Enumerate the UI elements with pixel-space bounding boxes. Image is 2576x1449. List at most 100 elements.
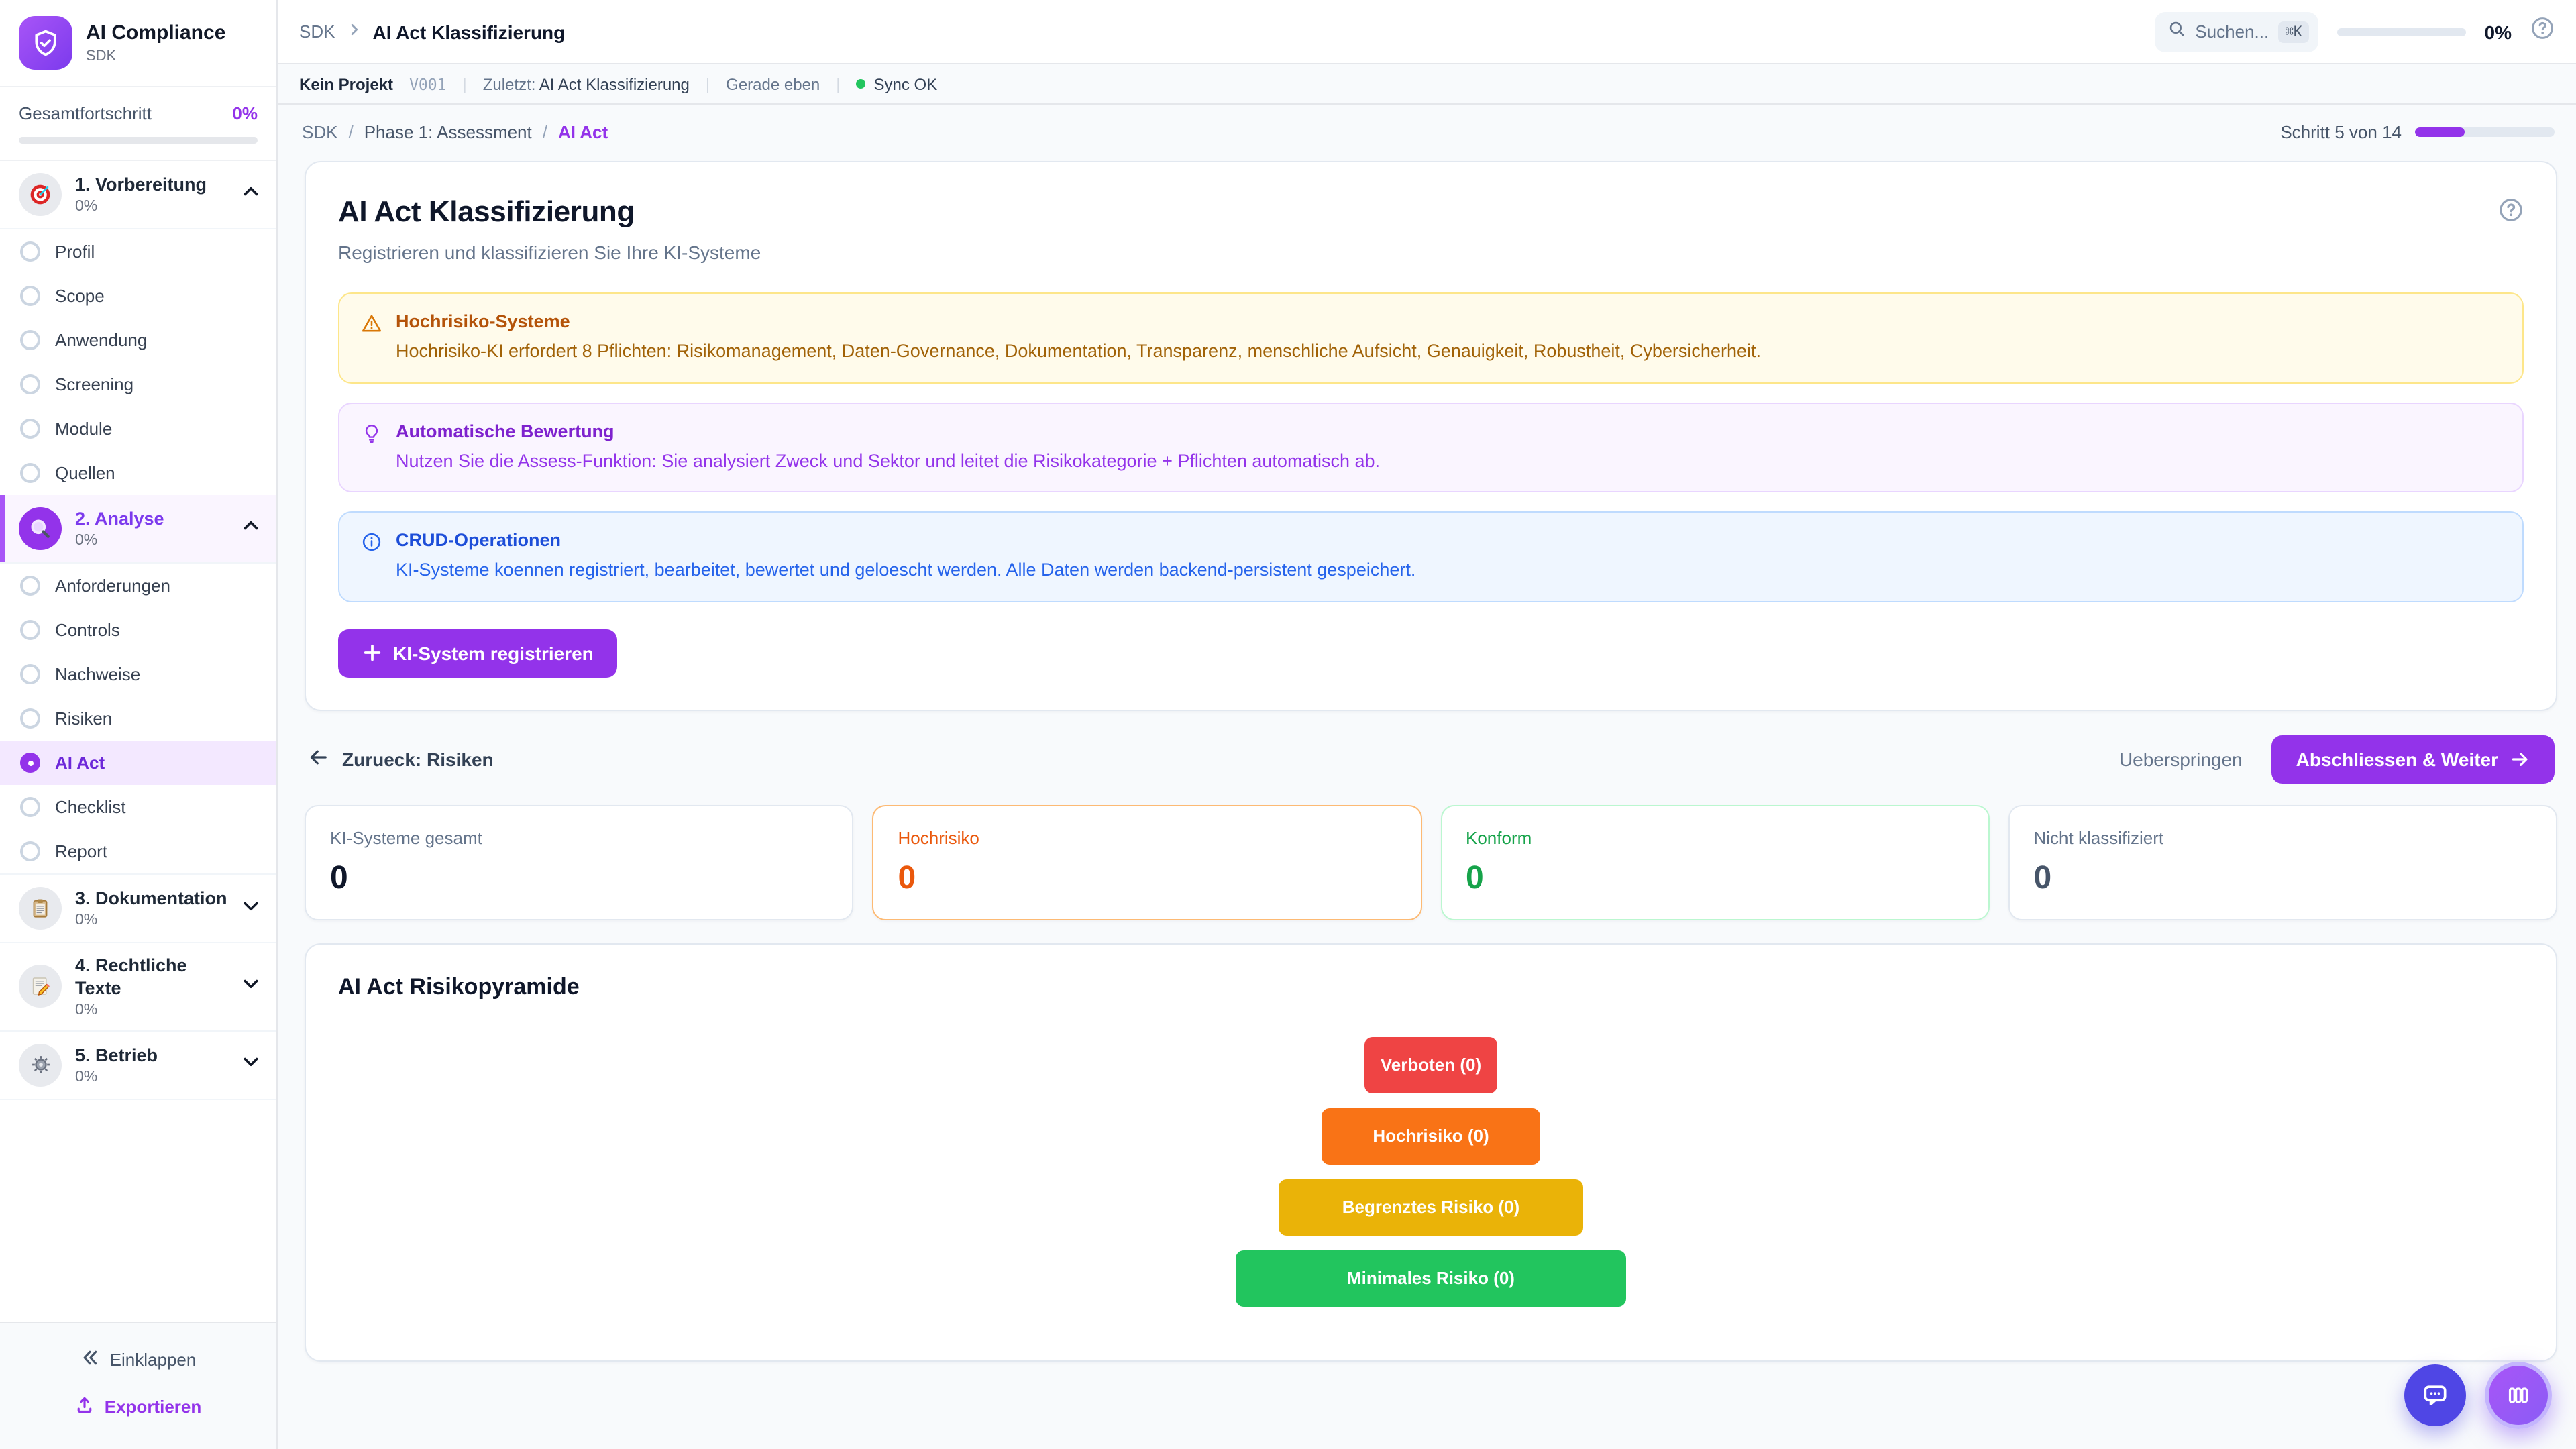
divider: | — [705, 74, 710, 93]
export-label: Exportieren — [104, 1397, 202, 1417]
stats-row: KI-Systeme gesamt 0 Hochrisiko 0 Konform… — [305, 804, 2557, 920]
info-icon — [361, 531, 382, 583]
arrow-right-icon — [2509, 748, 2530, 769]
stat-label: Konform — [1466, 827, 1532, 848]
sidebar-item-module[interactable]: Module — [0, 407, 276, 451]
back-button[interactable]: Zurueck: Risiken — [307, 745, 494, 772]
collapse-sidebar-button[interactable]: Einklappen — [0, 1336, 276, 1383]
last-value: AI Act Klassifizierung — [539, 74, 690, 93]
section-label: 5. Betrieb — [75, 1044, 158, 1065]
sidebar-item-label: Checklist — [55, 797, 126, 817]
breadcrumb-root[interactable]: SDK — [299, 21, 335, 42]
sidebar-item-label: AI Act — [55, 753, 105, 773]
sidebar-item-profil[interactable]: Profil — [0, 229, 276, 274]
radio-icon — [20, 576, 40, 596]
risk-pyramid: Verboten (0) Hochrisiko (0) Begrenztes R… — [338, 1036, 2524, 1307]
phase-breadcrumb: SDK / Phase 1: Assessment / AI Act — [302, 121, 608, 142]
wizard-nav-row: Zurueck: Risiken Ueberspringen Abschlies… — [307, 735, 2555, 784]
stat-value: 0 — [898, 859, 916, 896]
panel-toggle-button[interactable] — [2485, 1362, 2552, 1429]
step-indicator: Schritt 5 von 14 — [2280, 121, 2402, 142]
register-ai-system-button[interactable]: KI-System registrieren — [338, 629, 618, 678]
sidebar-item-label: Risiken — [55, 708, 113, 729]
topbar-progress-value: 0% — [2484, 21, 2512, 42]
lightbulb-icon — [361, 422, 382, 474]
sidebar-footer: Einklappen Exportieren — [0, 1322, 276, 1449]
step-progress-fill — [2415, 127, 2465, 136]
pyramid-level-verboten: Verboten (0) — [1364, 1036, 1497, 1093]
memo-icon — [19, 965, 62, 1008]
alert-body: KI-Systeme koennen registriert, bearbeit… — [396, 559, 1416, 580]
search-shortcut-badge: ⌘K — [2278, 21, 2309, 42]
search-input[interactable]: Suchen... ⌘K — [2155, 11, 2318, 52]
stat-card-high-risk: Hochrisiko 0 — [872, 804, 1421, 920]
sidebar-item-nachweise[interactable]: Nachweise — [0, 652, 276, 696]
sidebar-item-scope[interactable]: Scope — [0, 274, 276, 318]
sidebar-item-anwendung[interactable]: Anwendung — [0, 318, 276, 362]
sidebar-item-checklist[interactable]: Checklist — [0, 785, 276, 829]
section-label: 1. Vorbereitung — [75, 174, 207, 195]
auto-assessment-alert: Automatische Bewertung Nutzen Sie die As… — [338, 402, 2524, 493]
slash: / — [542, 121, 547, 142]
version-badge: V001 — [409, 74, 447, 93]
radio-icon — [20, 419, 40, 439]
help-icon[interactable] — [2530, 16, 2555, 47]
alert-title: Hochrisiko-Systeme — [396, 311, 570, 331]
sidebar-section-vorbereitung[interactable]: 1. Vorbereitung 0% — [0, 161, 276, 229]
section-pct: 0% — [75, 1069, 98, 1085]
divider: | — [462, 74, 467, 93]
sidebar-item-label: Anforderungen — [55, 576, 171, 596]
page-subtitle: Registrieren und klassifizieren Sie Ihre… — [338, 241, 761, 263]
crumb-root[interactable]: SDK — [302, 121, 338, 142]
sidebar-item-label: Nachweise — [55, 664, 141, 684]
content: AI Act Klassifizierung Registrieren und … — [278, 158, 2576, 1362]
skip-button[interactable]: Ueberspringen — [2118, 748, 2243, 770]
radio-icon — [20, 797, 40, 817]
next-label: Abschliessen & Weiter — [2296, 748, 2498, 770]
chevron-down-icon — [241, 974, 260, 1000]
chat-button[interactable] — [2404, 1364, 2466, 1426]
sidebar-section-dokumentation[interactable]: 3. Dokumentation 0% — [0, 873, 276, 943]
section-pct: 0% — [75, 912, 98, 928]
alert-body: Nutzen Sie die Assess-Funktion: Sie anal… — [396, 450, 1381, 471]
section-label: 3. Dokumentation — [75, 888, 227, 909]
finish-and-next-button[interactable]: Abschliessen & Weiter — [2271, 735, 2555, 784]
last-saved-time: Gerade eben — [726, 74, 820, 93]
search-icon — [2168, 19, 2186, 44]
plus-icon — [362, 643, 382, 663]
sidebar-item-label: Profil — [55, 241, 95, 262]
sidebar-item-risiken[interactable]: Risiken — [0, 696, 276, 741]
help-icon[interactable] — [2498, 197, 2524, 229]
pyramid-level-hochrisiko: Hochrisiko (0) — [1322, 1108, 1540, 1165]
chevron-down-icon — [241, 1053, 260, 1078]
radio-selected-icon — [20, 753, 40, 773]
sidebar-item-report[interactable]: Report — [0, 829, 276, 873]
sidebar-item-ai-act[interactable]: AI Act — [0, 741, 276, 785]
sidebar-section-rechtliche-texte[interactable]: 4. Rechtliche Texte 0% — [0, 943, 276, 1032]
sidebar-item-quellen[interactable]: Quellen — [0, 451, 276, 495]
sidebar-item-label: Screening — [55, 374, 134, 394]
chevron-up-icon — [241, 516, 260, 541]
app-title: AI Compliance — [86, 21, 226, 44]
radio-icon — [20, 463, 40, 483]
sidebar-section-betrieb[interactable]: 5. Betrieb 0% — [0, 1032, 276, 1100]
search-placeholder: Suchen... — [2195, 21, 2269, 42]
sidebar-item-anforderungen[interactable]: Anforderungen — [0, 564, 276, 608]
crumb-phase[interactable]: Phase 1: Assessment — [364, 121, 532, 142]
stat-value: 0 — [2033, 859, 2052, 896]
sidebar-item-controls[interactable]: Controls — [0, 608, 276, 652]
stat-label: Nicht klassifiziert — [2033, 827, 2164, 848]
sidebar-item-label: Module — [55, 419, 113, 439]
sync-status-dot — [856, 79, 866, 89]
sync-status-label: Sync OK — [873, 74, 938, 93]
section-pct: 0% — [75, 1002, 98, 1018]
sidebar-section-analyse[interactable]: 2. Analyse 0% — [0, 495, 276, 564]
section-label: 4. Rechtliche Texte — [75, 955, 187, 998]
export-button[interactable]: Exportieren — [0, 1383, 276, 1430]
sidebar-item-screening[interactable]: Screening — [0, 362, 276, 407]
alert-title: Automatische Bewertung — [396, 421, 614, 441]
chat-bubble-icon — [2420, 1381, 2450, 1410]
register-button-label: KI-System registrieren — [393, 642, 594, 664]
sidebar-sections: 1. Vorbereitung 0% Profil Scope Anwendun… — [0, 161, 276, 1322]
chevron-down-icon — [241, 896, 260, 921]
